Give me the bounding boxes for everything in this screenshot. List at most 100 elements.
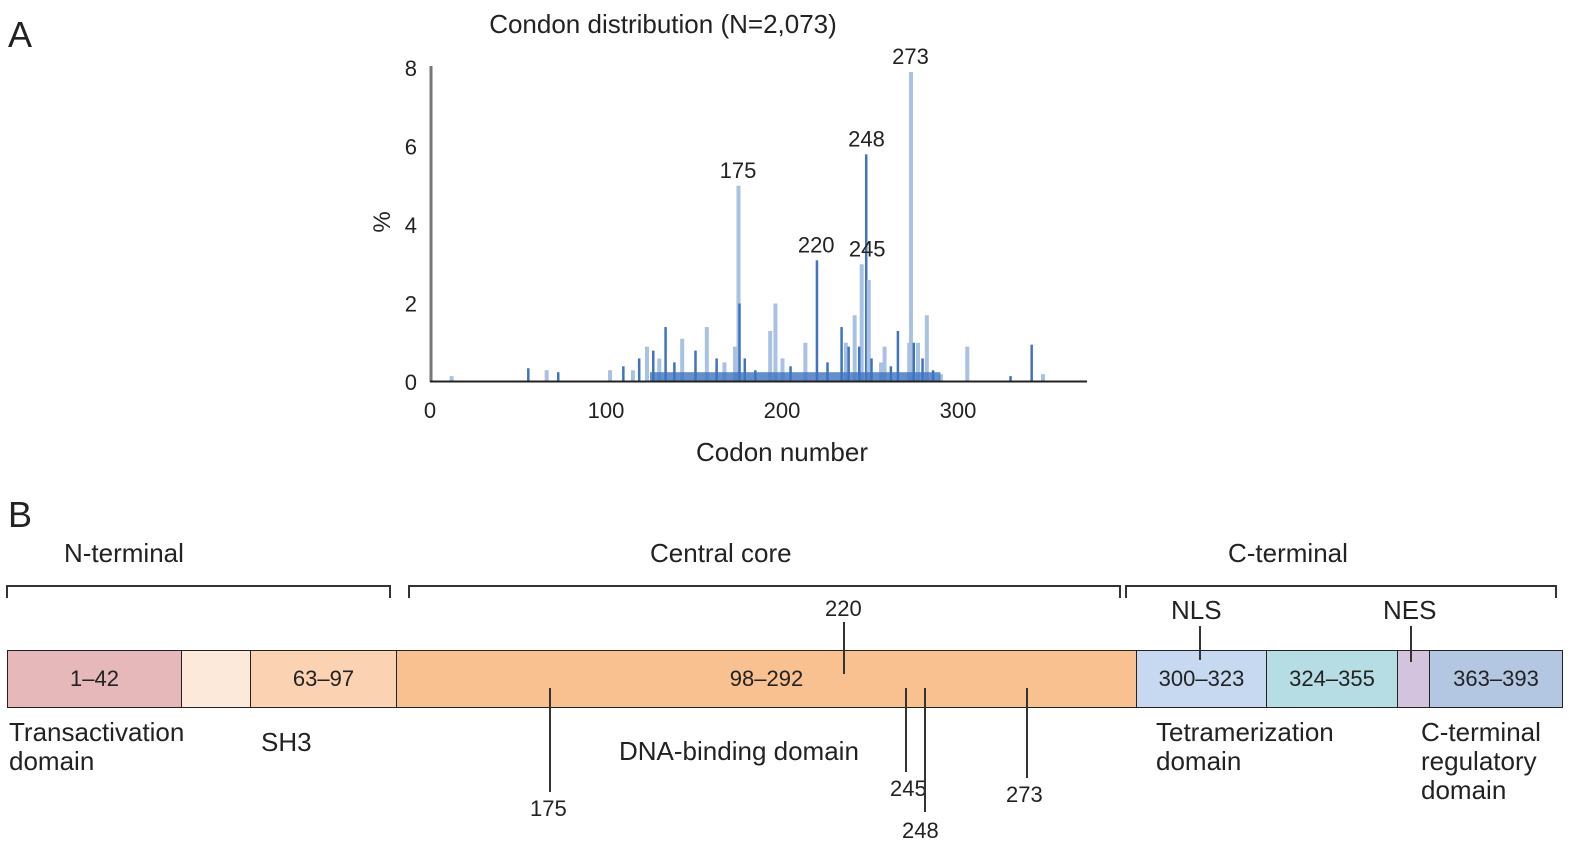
bar-codon-110: [622, 366, 625, 382]
bar-codon-123: [644, 346, 649, 382]
bar-codon-196: [773, 303, 778, 382]
nls-marker: [1199, 626, 1201, 660]
bar-codon-115: [630, 370, 635, 382]
segment-sh3: 63–97: [250, 650, 397, 708]
bar-codon-193: [768, 330, 773, 382]
bar-codon-244: [857, 346, 861, 382]
annotation-248: 248: [848, 126, 885, 151]
hotspot-248-label: 248: [902, 818, 939, 843]
label-tetramerization-domain: Tetramerization domain: [1156, 717, 1334, 776]
hotspot-245-line: [905, 688, 907, 772]
segment-range: 363–393: [1453, 666, 1539, 691]
bar-codon-179: [743, 358, 747, 382]
x-tick-label: 0: [424, 398, 436, 423]
annotation-245: 245: [849, 236, 886, 261]
bar-codon-305: [965, 346, 970, 382]
bar-codon-119: [637, 358, 641, 382]
hotspot-245-label: 245: [890, 776, 927, 801]
label-sh3: SH3: [261, 727, 312, 757]
segment-nes: [1397, 650, 1430, 708]
chart-title: Condon distribution (N=2,073): [489, 9, 837, 39]
bar-codon-56: [527, 368, 530, 382]
group-label-n-terminal: N-terminal: [64, 538, 184, 568]
bar-codon-272: [907, 342, 912, 382]
bar-codon-236: [843, 342, 848, 382]
segment-range: 324–355: [1289, 666, 1375, 691]
segment-range: 98–292: [729, 666, 804, 691]
bar-codon-200: [780, 358, 785, 382]
bar-codon-348: [1040, 374, 1045, 382]
bar-codon-163: [715, 358, 718, 382]
label-transactivation-domain: Transactivation domain: [9, 717, 185, 776]
segment-tetramerization: 324–355: [1266, 650, 1398, 708]
bar-codon-173: [732, 346, 737, 382]
segment-linker: [181, 650, 251, 708]
segment-300-323: 300–323: [1136, 650, 1267, 708]
y-tick-label: 4: [405, 213, 417, 238]
bar-codon-266: [896, 330, 900, 382]
group-label-c-terminal: C-terminal: [1228, 538, 1348, 568]
bar-codon-213: [803, 342, 808, 382]
x-axis-label: Codon number: [696, 437, 868, 467]
y-tick-label: 0: [405, 370, 417, 395]
bar-codon-134: [664, 327, 667, 382]
y-tick-label: 8: [405, 56, 417, 81]
hotspot-220-label: 220: [825, 596, 862, 621]
hotspot-220-line: [843, 622, 845, 674]
bar-codon-258: [882, 346, 887, 382]
bar-codon-157: [704, 327, 709, 382]
bar-codon-102: [608, 370, 613, 382]
bar-codon-290: [938, 374, 943, 382]
y-tick-label: 6: [405, 135, 417, 160]
bar-codon-176: [738, 303, 741, 382]
bar-codon-66: [544, 370, 549, 382]
bar-codon-251: [870, 358, 873, 382]
label-nls: NLS: [1171, 595, 1222, 625]
bar-codon-12: [449, 376, 454, 382]
hotspot-248-line: [924, 688, 926, 812]
bar-codon-249: [866, 279, 871, 382]
segment-dna-binding: 98–292: [396, 650, 1137, 708]
hotspot-175-line: [549, 688, 551, 792]
segment-range: 300–323: [1158, 666, 1245, 691]
x-tick-label: 200: [764, 398, 801, 423]
bar-codon-248: [864, 154, 868, 382]
annotation-220: 220: [798, 232, 835, 257]
bar-codon-280: [921, 358, 924, 382]
bar-codon-151: [694, 350, 697, 382]
bar-codon-275: [912, 342, 915, 382]
y-tick-label: 2: [405, 292, 417, 317]
x-tick-label: 300: [940, 398, 977, 423]
bar-codon-245: [859, 264, 864, 382]
panel-b-label: B: [8, 494, 33, 535]
annotation-273: 273: [892, 44, 929, 69]
label-c-terminal-regulatory-domain: C-terminal regulatory domain: [1421, 717, 1541, 805]
bar-codon-342: [1030, 344, 1033, 382]
bar-codon-238: [847, 346, 850, 382]
bar-codon-220: [815, 260, 819, 382]
hotspot-273-line: [1026, 688, 1028, 778]
x-tick-label: 100: [588, 398, 625, 423]
segment-c-terminal-regulatory: 363–393: [1429, 650, 1563, 708]
bar-codon-130: [657, 358, 662, 382]
hotspot-273-label: 273: [1006, 782, 1043, 807]
codon-distribution-chart: Condon distribution (N=2,073) Codon numb…: [369, 9, 1087, 467]
bar-codon-234: [840, 327, 843, 382]
y-axis-label: %: [369, 211, 396, 232]
nes-marker: [1410, 626, 1412, 662]
hotspot-175-label: 175: [530, 796, 567, 821]
bar-codon-73: [556, 372, 560, 382]
bar-codon-273: [908, 71, 913, 383]
bar-codon-127: [652, 350, 655, 382]
panel-a-label: A: [8, 14, 33, 55]
bar-codon-282: [924, 315, 929, 382]
segment-range: 1–42: [70, 666, 119, 691]
bar-codon-175: [736, 185, 741, 382]
bar-background-band: [650, 372, 941, 382]
bar-codon-241: [852, 315, 857, 382]
label-nes: NES: [1383, 595, 1437, 625]
segment-transactivation: 1–42: [7, 650, 182, 708]
segment-range: 63–97: [292, 666, 355, 691]
group-brackets: [6, 585, 1557, 598]
